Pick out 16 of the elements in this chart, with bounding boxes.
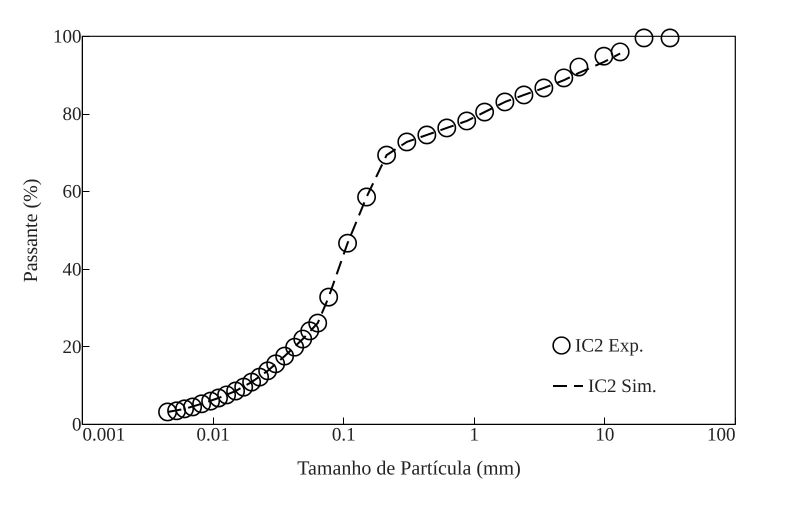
y-tick-label: 0: [72, 414, 82, 436]
x-axis-title: Tamanho de Partícula (mm): [297, 458, 521, 480]
x-tick-label: 0.01: [196, 424, 230, 446]
y-tick-label: 100: [53, 26, 82, 48]
legend-label: IC2 Exp.: [575, 336, 644, 356]
y-tick-label: 20: [62, 336, 82, 358]
y-tick-label: 80: [62, 104, 82, 126]
x-tick-label: 1: [470, 424, 480, 446]
y-tick-label: 60: [62, 182, 82, 203]
y-axis-title: Passante (%): [20, 178, 42, 282]
x-tick-label: 0.1: [332, 424, 356, 446]
x-tick-label: 10: [595, 424, 614, 446]
x-tick-label: 0.001: [82, 424, 126, 446]
legend-label: IC2 Sim.: [588, 376, 657, 397]
x-tick-label: 100: [707, 424, 736, 446]
y-tick-label: 40: [62, 259, 82, 280]
